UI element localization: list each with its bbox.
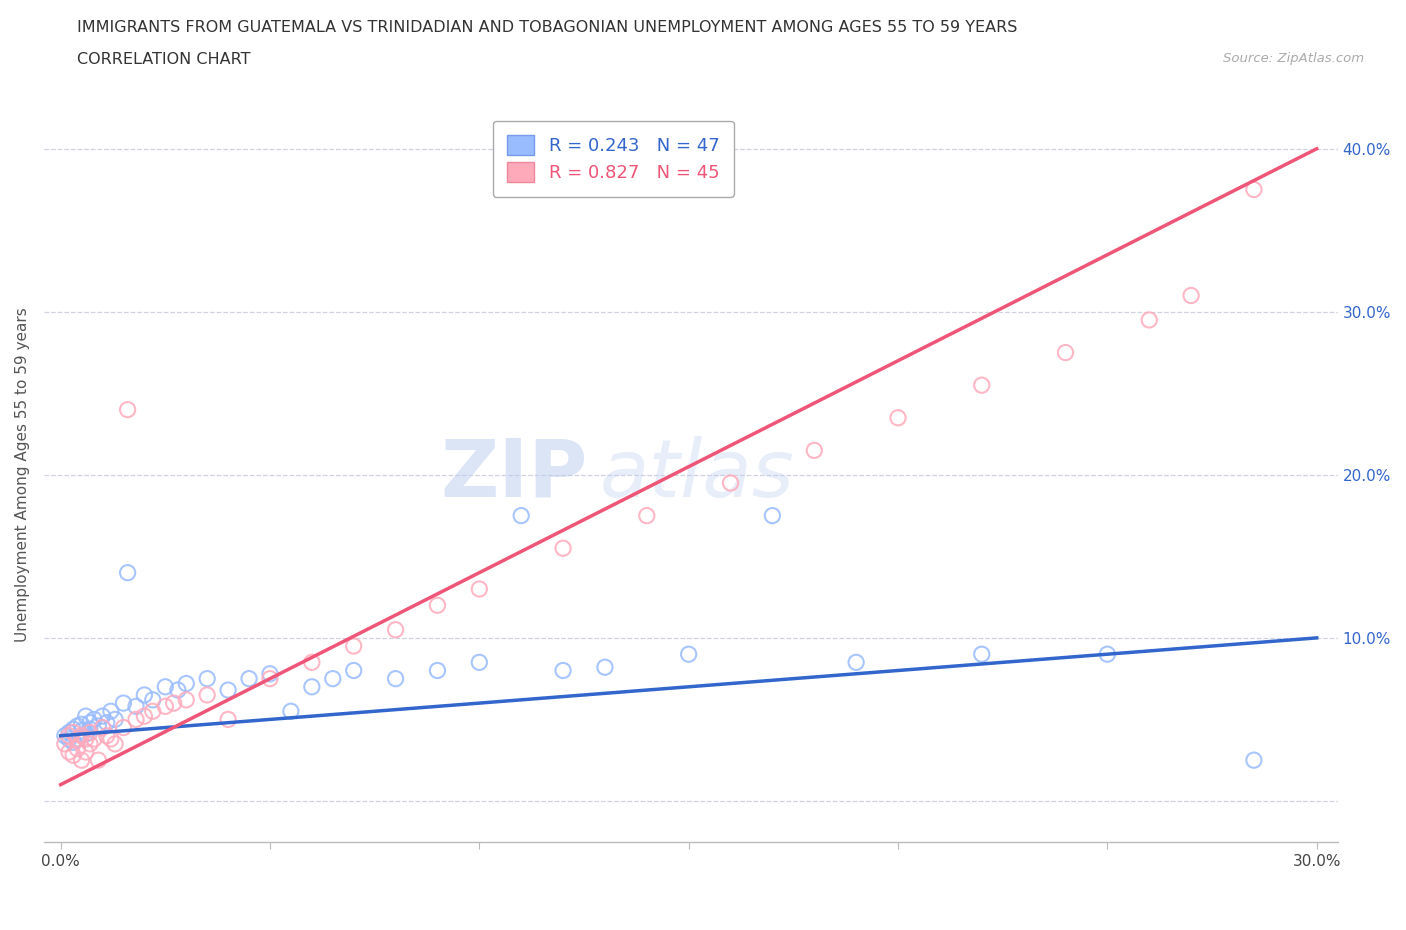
Point — [79, 737, 101, 751]
Point — [426, 663, 449, 678]
Point — [125, 699, 148, 714]
Point — [96, 715, 118, 730]
Point — [70, 717, 93, 732]
Text: CORRELATION CHART: CORRELATION CHART — [77, 52, 250, 67]
Point — [79, 722, 101, 737]
Point — [87, 752, 110, 767]
Text: ZIP: ZIP — [440, 436, 588, 514]
Point — [100, 704, 122, 719]
Point — [117, 565, 139, 580]
Point — [1243, 182, 1265, 197]
Point — [322, 671, 344, 686]
Point — [79, 725, 101, 740]
Point — [195, 687, 218, 702]
Point — [112, 696, 135, 711]
Point — [155, 679, 177, 694]
Point — [887, 410, 910, 425]
Point — [58, 732, 80, 747]
Point — [593, 659, 616, 674]
Text: Source: ZipAtlas.com: Source: ZipAtlas.com — [1223, 52, 1364, 65]
Point — [104, 737, 127, 751]
Point — [845, 655, 868, 670]
Point — [1097, 646, 1119, 661]
Point — [134, 687, 156, 702]
Point — [79, 715, 101, 730]
Legend: R = 0.243   N = 47, R = 0.827   N = 45: R = 0.243 N = 47, R = 0.827 N = 45 — [492, 121, 734, 196]
Point — [62, 722, 84, 737]
Point — [75, 732, 97, 747]
Point — [58, 728, 80, 743]
Point — [551, 663, 574, 678]
Point — [53, 737, 76, 751]
Point — [1243, 752, 1265, 767]
Point — [551, 540, 574, 555]
Text: IMMIGRANTS FROM GUATEMALA VS TRINIDADIAN AND TOBAGONIAN UNEMPLOYMENT AMONG AGES : IMMIGRANTS FROM GUATEMALA VS TRINIDADIAN… — [77, 20, 1018, 35]
Point — [104, 712, 127, 727]
Point — [678, 646, 700, 661]
Point — [343, 639, 366, 654]
Point — [70, 728, 93, 743]
Point — [142, 693, 165, 708]
Point — [58, 725, 80, 740]
Point — [66, 719, 89, 734]
Point — [468, 581, 491, 596]
Point — [636, 508, 658, 523]
Point — [1137, 312, 1160, 327]
Point — [66, 732, 89, 747]
Point — [468, 655, 491, 670]
Point — [53, 728, 76, 743]
Point — [66, 741, 89, 756]
Point — [62, 748, 84, 763]
Point — [803, 443, 825, 458]
Point — [62, 725, 84, 740]
Point — [58, 745, 80, 760]
Point — [970, 646, 993, 661]
Point — [217, 712, 239, 727]
Text: atlas: atlas — [600, 436, 794, 514]
Point — [75, 709, 97, 724]
Point — [720, 475, 742, 490]
Point — [125, 712, 148, 727]
Point — [174, 676, 197, 691]
Point — [70, 752, 93, 767]
Point — [259, 671, 281, 686]
Point — [62, 735, 84, 750]
Point — [384, 622, 406, 637]
Point — [112, 720, 135, 735]
Point — [259, 666, 281, 681]
Point — [70, 724, 93, 738]
Point — [75, 726, 97, 741]
Point — [343, 663, 366, 678]
Point — [761, 508, 783, 523]
Point — [301, 655, 323, 670]
Point — [87, 719, 110, 734]
Point — [142, 704, 165, 719]
Point — [174, 693, 197, 708]
Point — [970, 378, 993, 392]
Point — [155, 699, 177, 714]
Point — [217, 683, 239, 698]
Point — [117, 402, 139, 417]
Point — [163, 696, 186, 711]
Point — [195, 671, 218, 686]
Point — [301, 679, 323, 694]
Point — [96, 728, 118, 743]
Point — [91, 709, 114, 724]
Point — [100, 732, 122, 747]
Point — [83, 712, 105, 727]
Point — [66, 732, 89, 747]
Point — [91, 720, 114, 735]
Point — [134, 709, 156, 724]
Y-axis label: Unemployment Among Ages 55 to 59 years: Unemployment Among Ages 55 to 59 years — [15, 308, 30, 643]
Point — [167, 683, 190, 698]
Point — [238, 671, 260, 686]
Point — [426, 598, 449, 613]
Point — [510, 508, 533, 523]
Point — [1180, 288, 1202, 303]
Point — [280, 704, 302, 719]
Point — [75, 745, 97, 760]
Point — [83, 732, 105, 747]
Point — [384, 671, 406, 686]
Point — [1054, 345, 1077, 360]
